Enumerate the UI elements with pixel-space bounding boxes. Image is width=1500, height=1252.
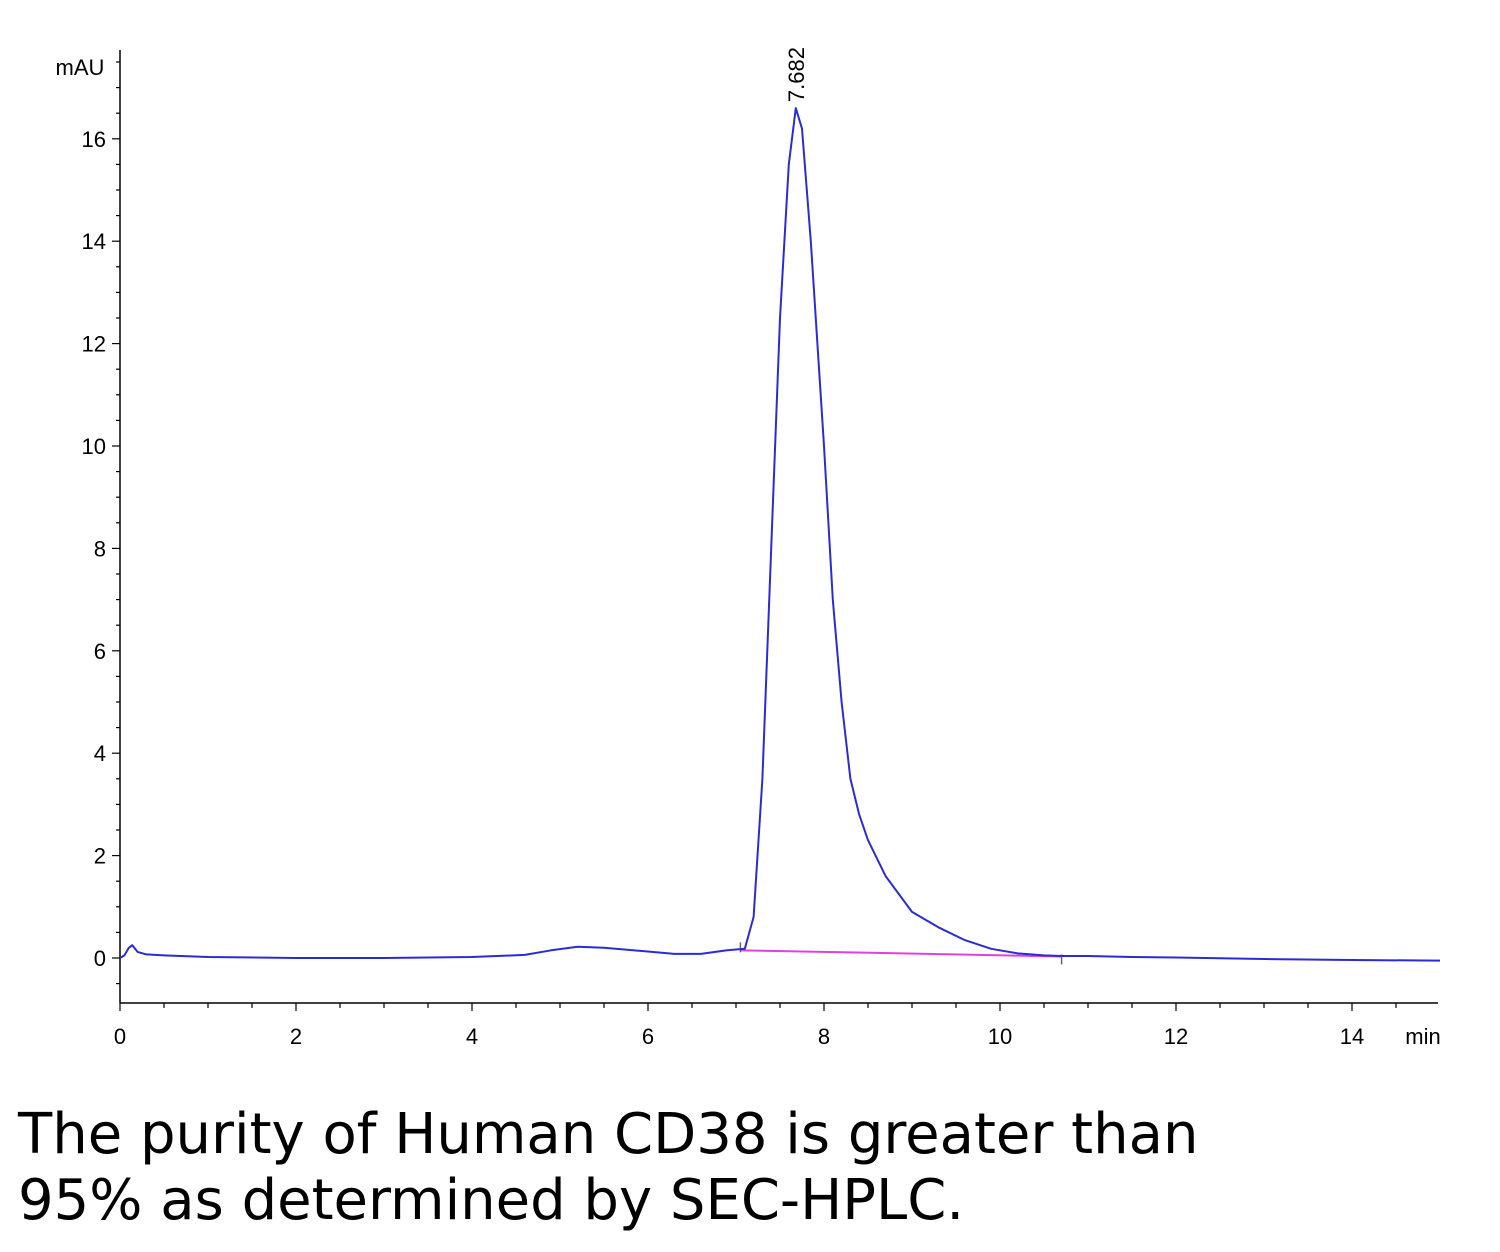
y-tick-label: 0 [94, 946, 106, 971]
y-tick-label: 14 [82, 229, 106, 254]
x-tick-label: 0 [114, 1024, 126, 1049]
y-tick-label: 16 [82, 127, 106, 152]
series-layer [119, 107, 1441, 962]
chart-axes: 0 2 4 6 8 10 12 14 16 0 2 4 6 8 10 12 14 [82, 50, 1438, 1049]
y-tick-label: 4 [94, 741, 106, 766]
x-tick-label: 14 [1340, 1024, 1364, 1049]
x-tick-label: 4 [466, 1024, 478, 1049]
x-tick-label: 12 [1164, 1024, 1188, 1049]
y-tick-label: 12 [82, 332, 106, 357]
x-tick-label: 2 [290, 1024, 302, 1049]
y-axis-unit-label: mAU [56, 55, 105, 80]
purity-caption: The purity of Human CD38 is greater than… [18, 1102, 1478, 1234]
x-tick-label: 10 [988, 1024, 1012, 1049]
y-tick-label: 8 [94, 536, 106, 561]
integration-baseline [740, 949, 1062, 958]
x-axis-unit-label: min [1405, 1024, 1440, 1049]
chromatogram-trace [119, 107, 1441, 962]
y-tick-label: 2 [94, 844, 106, 869]
y-tick-label: 10 [82, 434, 106, 459]
x-tick-label: 8 [818, 1024, 830, 1049]
x-tick-label: 6 [642, 1024, 654, 1049]
chromatogram-chart: 0 2 4 6 8 10 12 14 16 0 2 4 6 8 10 12 14 mAU min 7.682 [56, 47, 1441, 1049]
caption-line-2: 95% as determined by SEC-HPLC. [18, 1168, 965, 1233]
y-tick-label: 6 [94, 639, 106, 664]
peak-retention-label: 7.682 [784, 47, 809, 102]
caption-line-1: The purity of Human CD38 is greater than [18, 1102, 1199, 1167]
